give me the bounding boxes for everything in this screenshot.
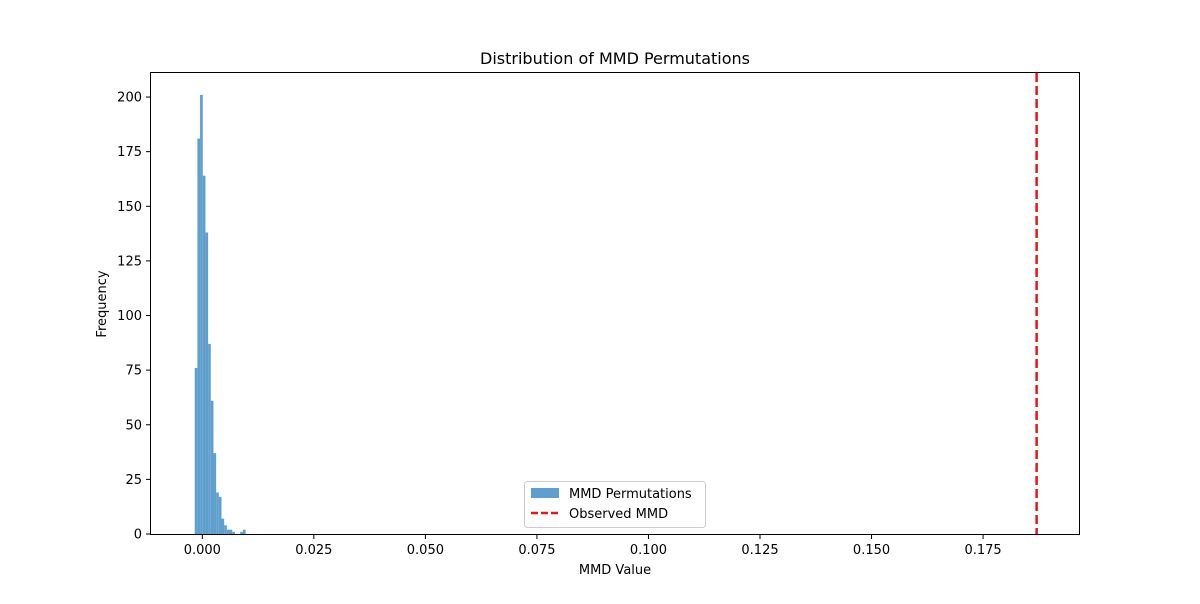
histogram-bar [208,343,211,534]
x-tick-label: 0.175 [964,543,1001,558]
histogram-bar [200,94,203,535]
legend-box [524,481,706,528]
y-axis: 0 25 50 75 100 125 150 175 200 [117,91,151,543]
bars-layer [194,94,246,535]
x-tick-label: 0.025 [295,543,332,558]
y-tick-label: 100 [117,309,142,324]
y-tick-label: 50 [125,418,142,433]
y-tick-label: 200 [117,91,142,106]
histogram-bar [197,138,201,534]
x-tick-label: 0.125 [741,543,778,558]
y-tick-label: 175 [117,145,142,160]
legend-swatch-permutations [531,488,559,498]
y-tick-label: 150 [117,200,142,215]
plot-frame [150,72,1080,535]
x-tick-label: 0.050 [407,543,444,558]
y-tick-label: 75 [125,364,142,379]
x-tick-label: 0.150 [853,543,890,558]
histogram-bar [218,496,222,534]
legend-label-permutations: MMD Permutations [569,487,692,502]
y-axis-label: Frequency [95,270,110,337]
histogram-bar [216,492,219,534]
histogram-bar [240,531,243,534]
y-tick-label: 0 [134,528,142,543]
x-tick-label: 0.000 [184,543,221,558]
histogram-bar [205,232,209,534]
histogram-bar [242,529,246,534]
histogram-bar [194,367,198,534]
histogram-bar [210,400,214,534]
x-tick-label: 0.075 [518,543,555,558]
histogram-bar [213,453,217,534]
histogram-bar [202,175,206,535]
legend: MMD Permutations Observed MMD [524,481,706,528]
x-axis: 0.000 0.025 0.050 0.075 0.100 0.125 0.150 0.175 [184,534,1002,558]
histogram-bar [224,525,227,534]
x-tick-label: 0.100 [630,543,667,558]
chart-title: Distribution of MMD Permutations [480,49,750,68]
y-tick-label: 125 [117,254,142,269]
histogram-bar [226,529,230,534]
legend-label-observed: Observed MMD [569,507,668,522]
y-tick-label: 25 [125,473,142,488]
x-axis-label: MMD Value [579,563,651,578]
histogram-bar [232,531,235,534]
histogram-bar [229,529,233,534]
histogram-bar [221,518,225,534]
